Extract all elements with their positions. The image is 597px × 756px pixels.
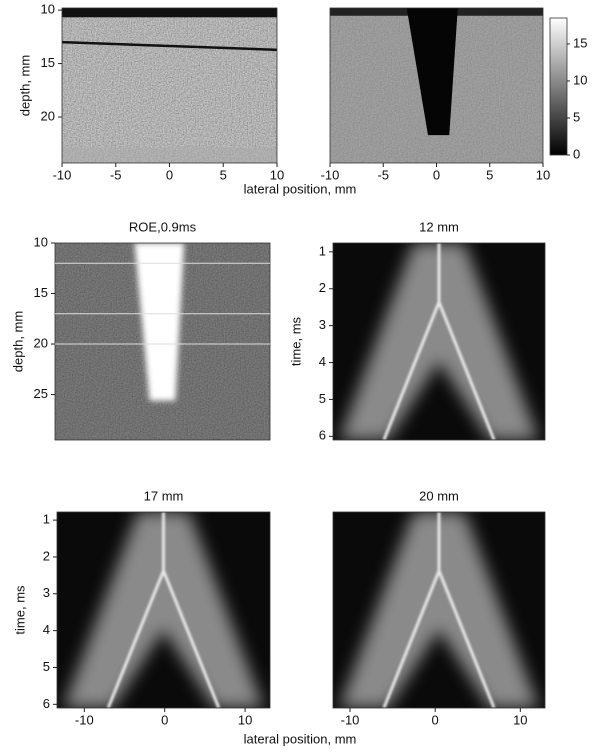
x-tick-label: 5 [220,167,227,182]
frame [332,511,546,709]
image [330,8,543,163]
x-tick-label: -10 [75,712,94,727]
panel: -10 0 10 1 2 3 4 5 6 17 mm time, ms lateral positio… [12,488,356,746]
x-tick-label: 10 [536,167,550,182]
y-tick-label: 4 [319,354,326,369]
frame [332,242,546,441]
y-axis-label: depth, mm [10,311,25,372]
panel-title: 12 mm [419,219,459,234]
x-tick-label: -5 [110,167,122,182]
boundary [62,40,277,52]
x-axis-label: lateral position, mm [244,731,357,746]
x-tick-label: 0 [161,712,168,727]
y-tick-label: 5 [43,659,50,674]
x-tick-label: 0 [166,167,173,182]
y-tick-label: 3 [43,585,50,600]
y-tick-label: 10 [41,2,55,17]
panel: 1 2 3 4 5 6 12 mm time, ms [288,219,546,443]
image [333,243,545,440]
y-tick-label: 15 [34,285,48,300]
y-tick-label: 3 [319,317,326,332]
dark-band [62,8,277,18]
y-tick-label: 2 [319,280,326,295]
y-tick-label: 4 [43,622,50,637]
speckle [62,8,277,163]
x-tick-label: 0 [433,167,440,182]
colorbar [549,17,568,156]
y-tick-label: 1 [43,512,50,527]
x-tick-label: -5 [377,167,389,182]
y-tick-label: 1 [319,243,326,258]
y-tick-label: 15 [41,55,55,70]
y-tick-label: 20 [41,108,55,123]
x-axis-label: lateral position, mm [244,181,357,196]
panel: -10 -5 0 5 10 10 15 20 depth, mm lateral position… [17,2,356,197]
y-tick-label: 25 [34,386,48,401]
x-tick-label: -10 [341,712,360,727]
x-tick-label: 10 [238,712,252,727]
image [55,243,270,440]
wave-region [339,512,539,708]
wave-front [382,243,496,440]
colorbar-tick-label: 10 [573,72,587,87]
x-tick-label: 10 [270,167,284,182]
x-tick-label: 0 [432,712,439,727]
panel: 10 15 20 25 ROE,0.9ms depth, mm [10,219,271,441]
frame [56,511,271,709]
y-tick-label: 2 [43,548,50,563]
frame [54,242,271,441]
x-tick-label: -10 [53,167,72,182]
colorbar-tick-label: 15 [573,35,587,50]
y-tick-label: 10 [34,234,48,249]
image [57,512,270,708]
image [333,512,545,708]
wave-front [106,512,221,708]
x-tick-label: -10 [321,167,340,182]
wave-region [63,512,264,708]
y-axis-label: time, ms [288,316,303,366]
y-axis-label: depth, mm [17,55,32,116]
colorbar-tick-label: 5 [573,109,580,124]
wave-region [339,243,539,440]
x-tick-label: 10 [513,712,527,727]
panel-title: 17 mm [144,488,184,503]
y-axis-label: time, ms [12,585,27,635]
panel: -10 0 10 20 mm [332,488,546,727]
wave-front [382,512,496,708]
dark-region [406,8,458,136]
bright-region [134,243,184,401]
x-tick-label: 5 [486,167,493,182]
y-tick-label: 6 [319,428,326,443]
panel-title: ROE,0.9ms [129,219,197,234]
panel: -10 -5 0 5 10 0 5 10 15 [321,7,587,182]
y-tick-label: 20 [34,335,48,350]
image [62,8,277,163]
bottom-band [62,147,277,163]
y-tick-label: 6 [43,696,50,711]
panel-title: 20 mm [419,488,459,503]
y-tick-label: 5 [319,391,326,406]
colorbar-tick-label: 0 [573,146,580,161]
